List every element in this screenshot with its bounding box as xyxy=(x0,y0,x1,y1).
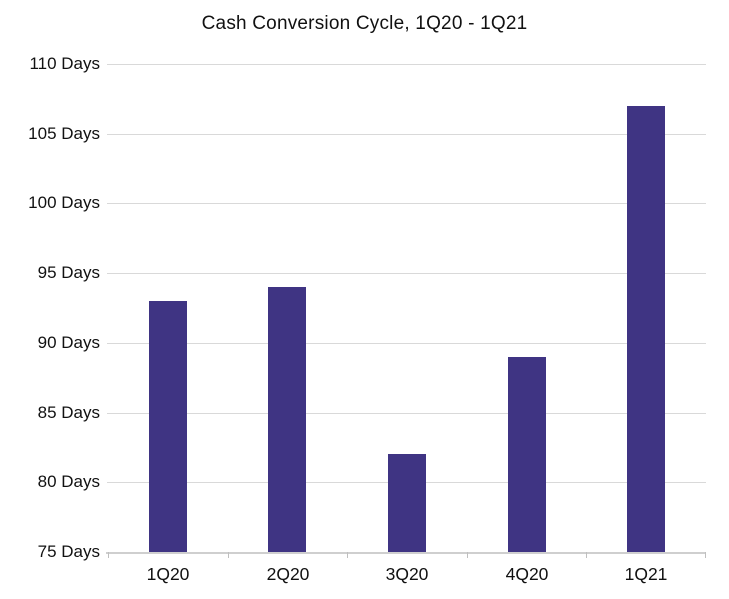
bar-1q20 xyxy=(149,301,187,552)
gridline xyxy=(107,273,706,274)
x-category-label-1q20: 1Q20 xyxy=(146,564,190,584)
y-tick-label: 75 Days xyxy=(37,542,100,561)
y-tick-label: 110 Days xyxy=(29,54,100,73)
chart-title: Cash Conversion Cycle, 1Q20 - 1Q21 xyxy=(201,13,528,34)
y-tick-label: 100 Days xyxy=(28,193,100,212)
y-tick-label: 85 Days xyxy=(37,403,100,422)
x-axis-tick xyxy=(347,552,348,558)
x-axis-line xyxy=(106,552,706,554)
x-axis-tick xyxy=(586,552,587,558)
gridline xyxy=(107,203,706,204)
y-tick-label: 105 Days xyxy=(28,124,100,143)
gridline xyxy=(107,64,706,65)
x-category-label-1q21: 1Q21 xyxy=(624,564,668,584)
bar-2q20 xyxy=(268,287,306,552)
bar-1q21 xyxy=(627,106,665,552)
y-tick-label: 95 Days xyxy=(37,263,100,282)
gridline xyxy=(107,134,706,135)
x-axis-tick xyxy=(228,552,229,558)
y-tick-label: 80 Days xyxy=(37,472,100,491)
x-axis-tick xyxy=(108,552,109,558)
x-axis-tick xyxy=(705,552,706,558)
bar-4q20 xyxy=(508,357,546,552)
x-category-label-4q20: 4Q20 xyxy=(505,564,549,584)
x-axis-tick xyxy=(467,552,468,558)
x-category-label-2q20: 2Q20 xyxy=(266,564,310,584)
gridline xyxy=(107,343,706,344)
x-category-label-3q20: 3Q20 xyxy=(385,564,429,584)
gridline xyxy=(107,413,706,414)
bar-3q20 xyxy=(388,454,426,552)
y-tick-label: 90 Days xyxy=(37,333,100,352)
